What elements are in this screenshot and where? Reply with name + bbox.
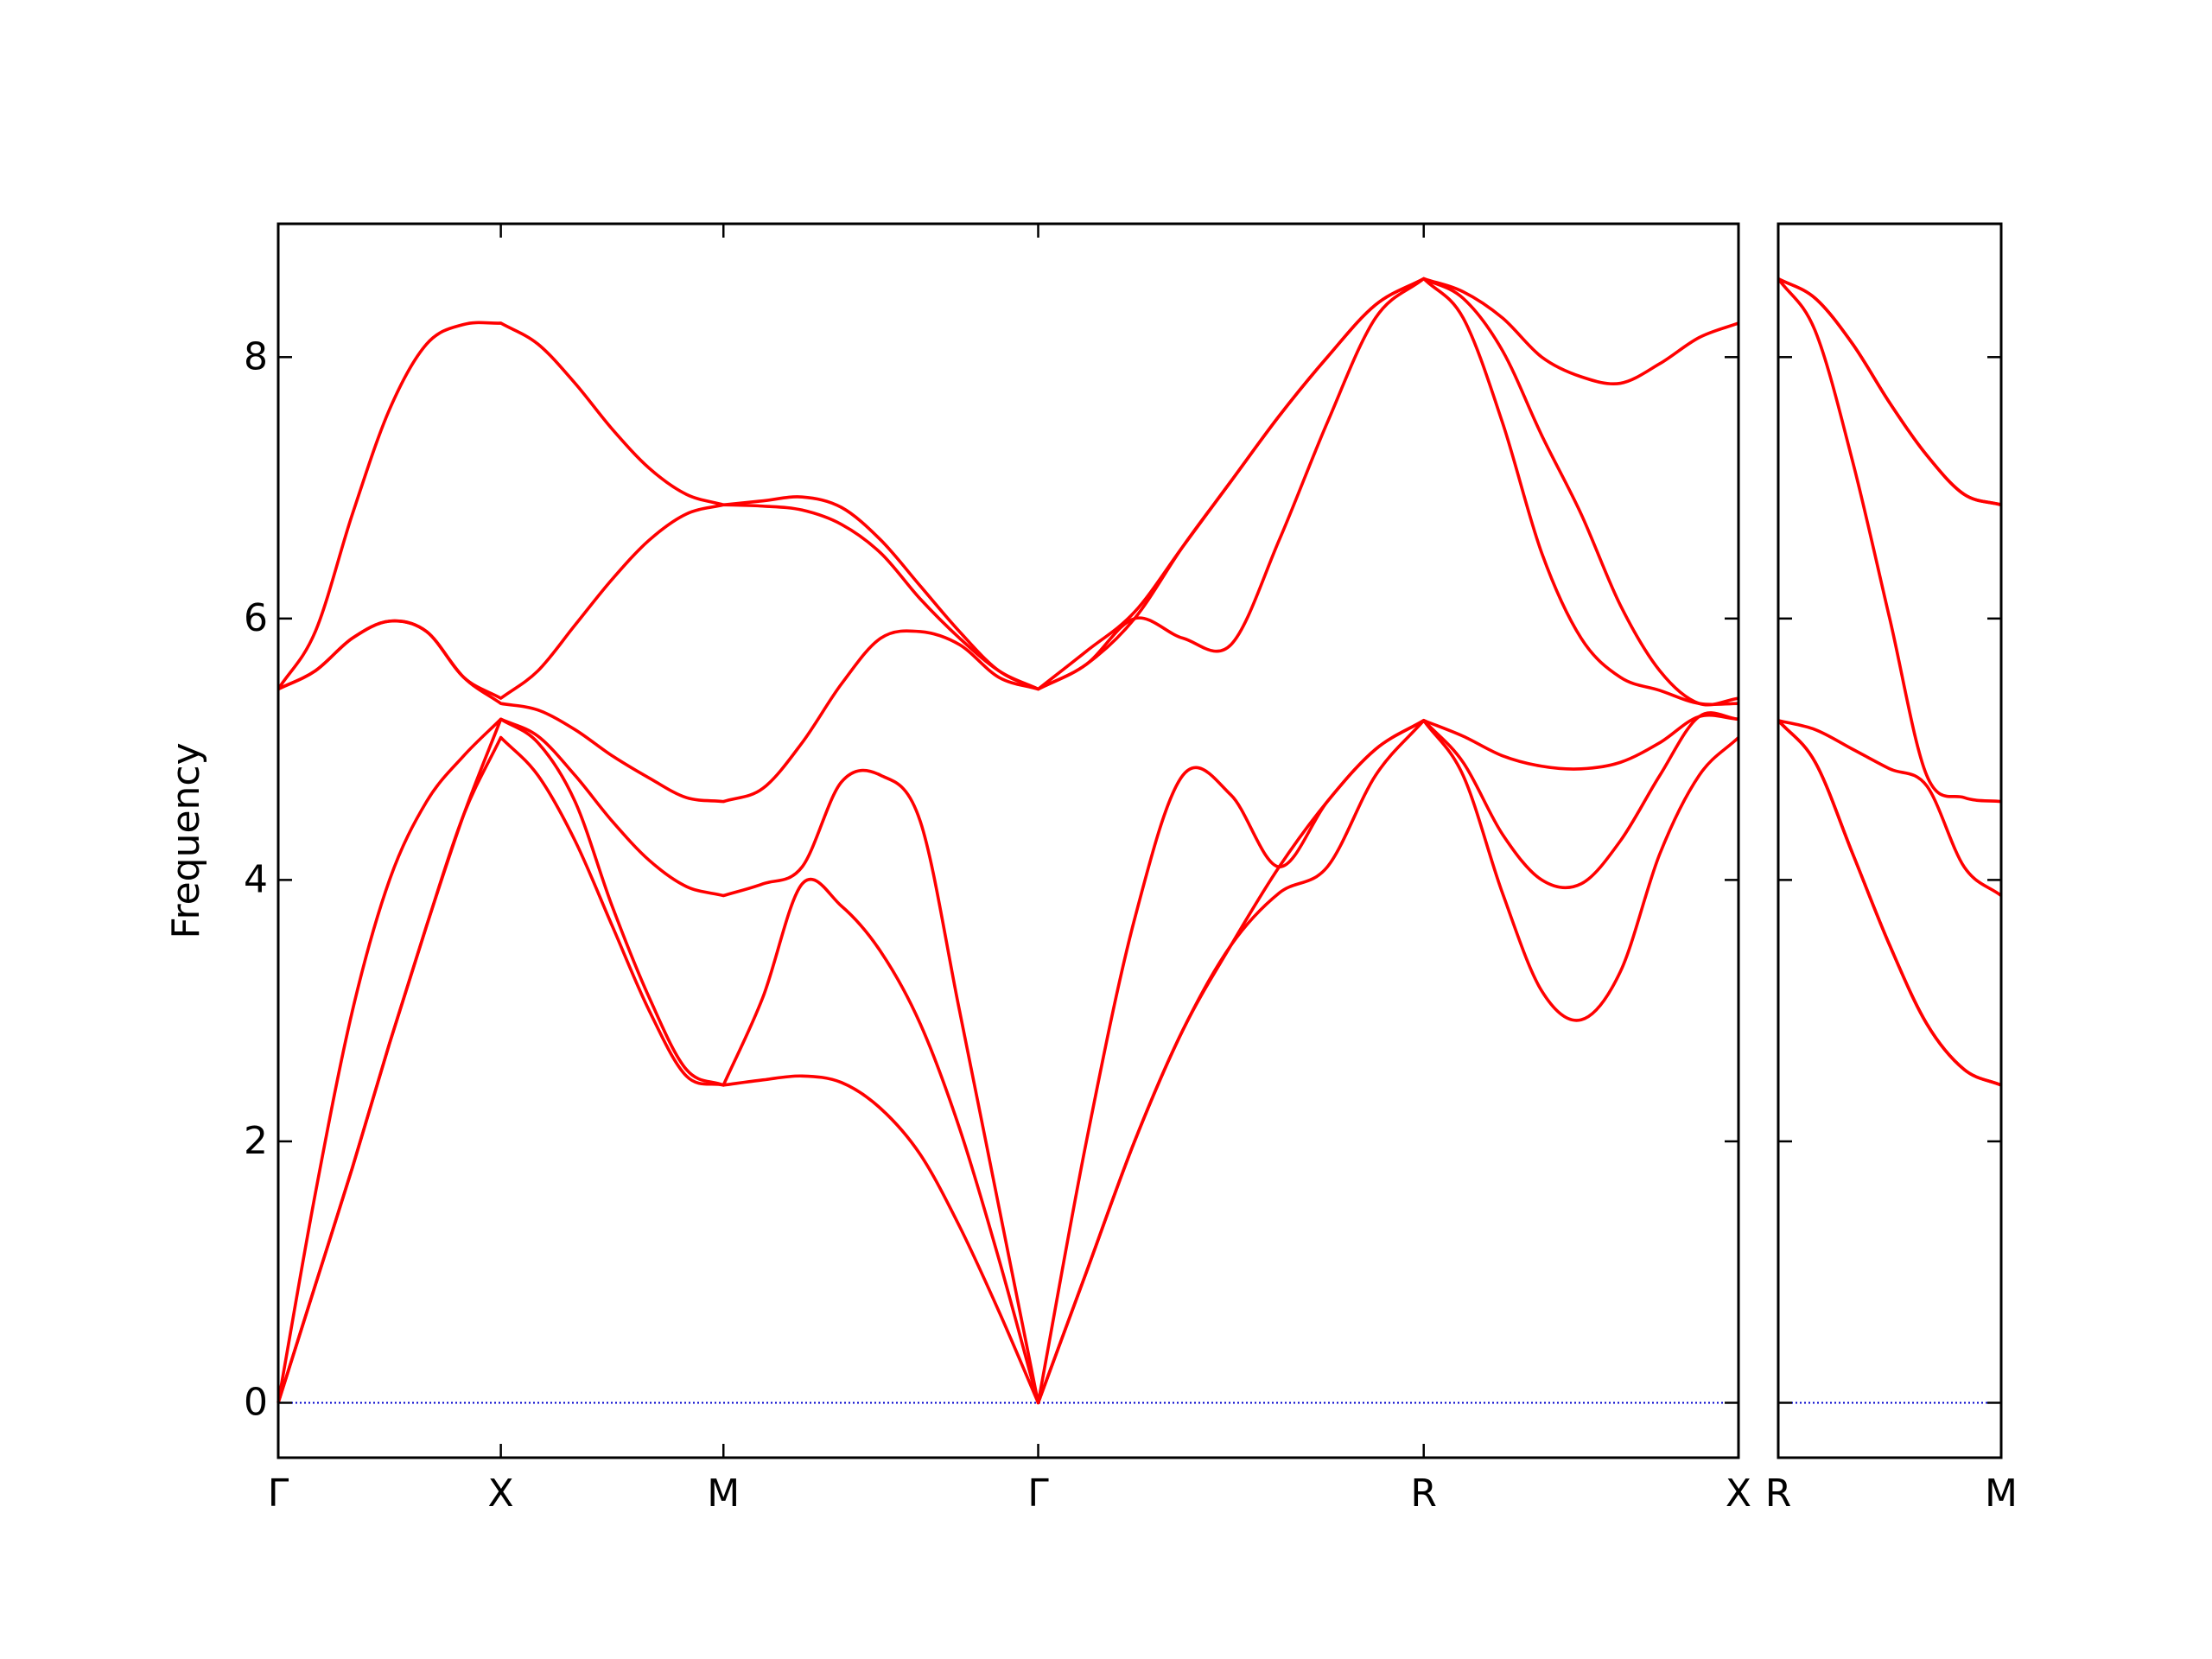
y-axis-label: Frequency bbox=[164, 742, 208, 938]
band-line bbox=[277, 276, 1739, 707]
x-tick-label: X bbox=[1726, 1471, 1751, 1516]
y-tick-label: 2 bbox=[244, 1119, 268, 1163]
band-line bbox=[1777, 719, 2003, 897]
x-tick-label: M bbox=[1985, 1471, 2018, 1516]
x-tick-label: R bbox=[1410, 1471, 1437, 1516]
band-line bbox=[276, 719, 1740, 1405]
x-tick-label: M bbox=[707, 1471, 740, 1516]
band-line bbox=[1777, 719, 2002, 1087]
band-line bbox=[276, 711, 1739, 1405]
plot-frame bbox=[276, 222, 1740, 1459]
x-tick-label: Γ bbox=[1027, 1471, 1049, 1516]
y-tick-label: 0 bbox=[244, 1380, 268, 1424]
band-line bbox=[1777, 277, 2002, 804]
y-tick-label: 6 bbox=[244, 596, 268, 640]
band-line bbox=[1777, 719, 2002, 1087]
plot-frame bbox=[1777, 222, 2003, 1459]
band-line bbox=[1777, 276, 2002, 506]
y-tick-label: 8 bbox=[244, 334, 268, 378]
x-tick-label: X bbox=[488, 1471, 514, 1516]
band-line bbox=[1777, 276, 2002, 506]
x-tick-label: R bbox=[1765, 1471, 1792, 1516]
band-line bbox=[276, 713, 1739, 1405]
band-line bbox=[276, 276, 1739, 691]
x-tick-label: Γ bbox=[268, 1471, 289, 1516]
y-tick-label: 4 bbox=[244, 857, 268, 901]
band-line bbox=[277, 276, 1739, 804]
